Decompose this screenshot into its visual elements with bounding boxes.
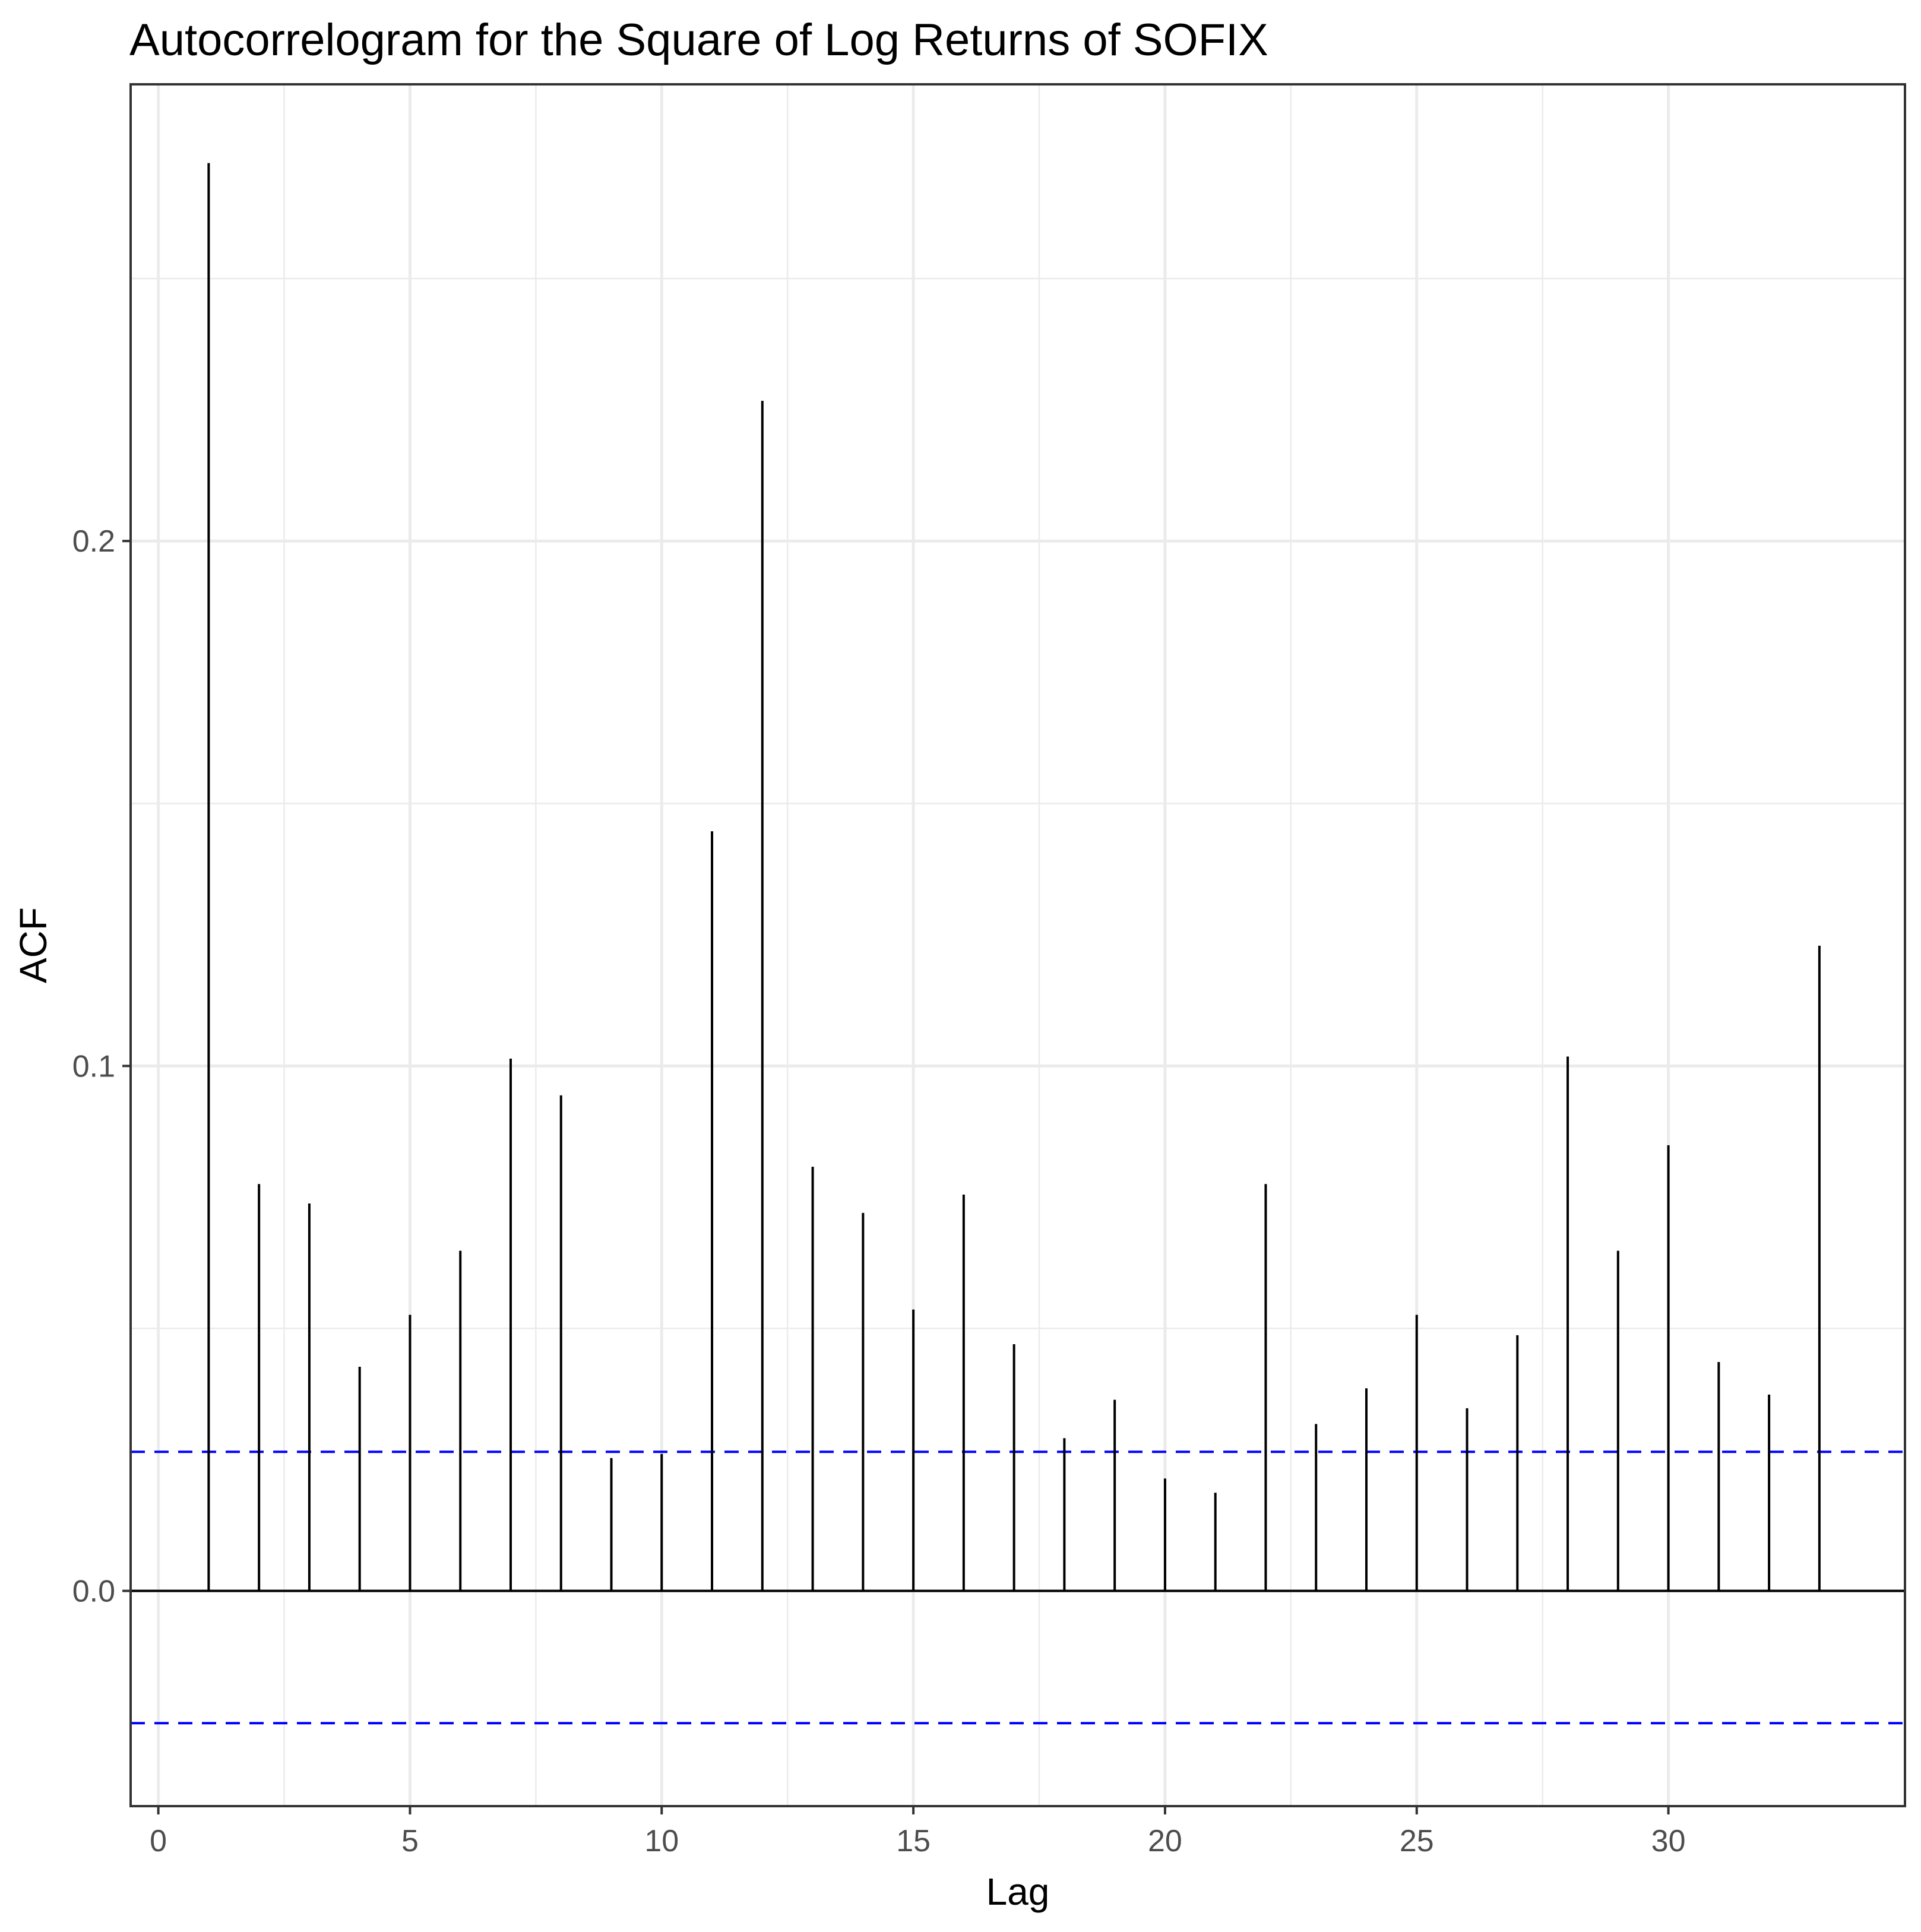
x-tick-label: 5 [401, 1824, 419, 1858]
y-tick-label: 0.0 [72, 1575, 115, 1609]
panel-border [129, 83, 1906, 1807]
acf-stems [207, 163, 1821, 1591]
x-tick-label: 15 [896, 1824, 931, 1858]
y-tick-label: 0.1 [72, 1049, 115, 1084]
chart-title: Autocorrelogram for the Square of Log Re… [129, 15, 1268, 65]
y-axis-label: ACF [12, 907, 55, 983]
x-tick-label: 20 [1148, 1824, 1182, 1858]
x-axis: 0 5 10 15 20 25 30 [150, 1806, 1686, 1858]
x-tick-label: 10 [644, 1824, 679, 1858]
y-tick-label: 0.2 [72, 524, 115, 559]
confidence-bounds [131, 1450, 1905, 1725]
x-tick-label: 30 [1651, 1824, 1686, 1858]
y-axis: 0.0 0.1 0.2 [72, 524, 131, 1609]
minor-gridlines-y [131, 277, 1905, 1329]
x-axis-label: Lag [986, 1870, 1050, 1913]
x-tick-label: 25 [1400, 1824, 1434, 1858]
x-tick-label: 0 [150, 1824, 167, 1858]
minor-gridlines-x [283, 84, 1543, 1806]
